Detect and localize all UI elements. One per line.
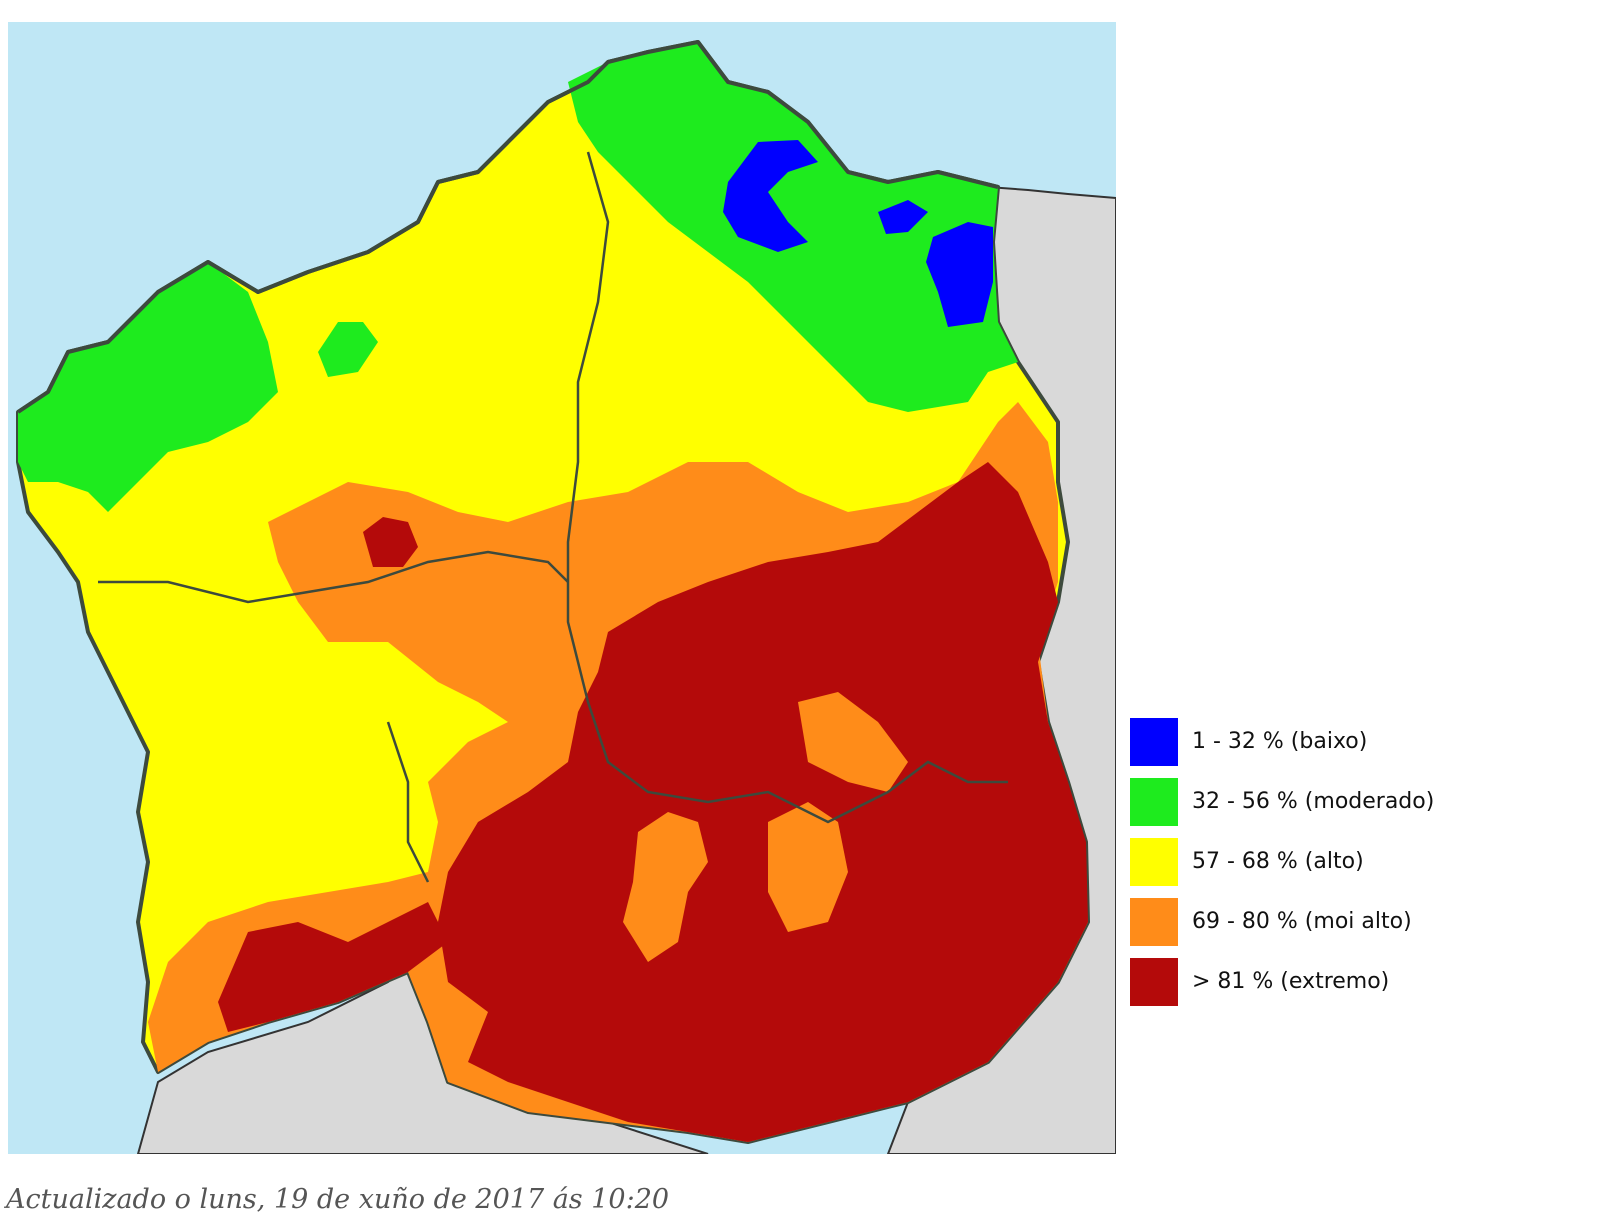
legend-label-extremo: > 81 % (extremo) (1192, 969, 1390, 994)
legend-label-baixo: 1 - 32 % (baixo) (1192, 729, 1368, 754)
region-extremo-coast (218, 902, 448, 1032)
province-border-2 (98, 550, 569, 604)
coastline (16, 40, 999, 414)
region-moderado-west (18, 262, 278, 512)
legend-label-alto: 57 - 68 % (alto) (1192, 849, 1364, 874)
region-moi-alto-pocket-3 (798, 692, 908, 792)
region-baixo-1 (723, 140, 818, 252)
region-baixo-3 (878, 200, 928, 234)
legend-item-extremo: > 81 % (extremo) (1130, 958, 1590, 1008)
legend-swatch-extremo (1130, 958, 1178, 1006)
legend-swatch-moderado (1130, 778, 1178, 826)
region-extremo (438, 462, 1088, 1142)
region-baixo-2 (926, 222, 993, 327)
legend-swatch-moi-alto (1130, 898, 1178, 946)
province-border (566, 151, 1008, 824)
region-moi-alto-pocket-1 (623, 812, 708, 962)
legend-item-baixo: 1 - 32 % (baixo) (1130, 718, 1590, 768)
legend-label-moderado: 32 - 56 % (moderado) (1192, 789, 1435, 814)
region-moi-alto-pocket-2 (768, 802, 848, 932)
galicia-map (16, 40, 1116, 1154)
legend-item-alto: 57 - 68 % (alto) (1130, 838, 1590, 888)
legend-item-moderado: 32 - 56 % (moderado) (1130, 778, 1590, 828)
province-border-3 (386, 721, 430, 883)
legend-label-moi-alto: 69 - 80 % (moi alto) (1192, 909, 1412, 934)
risk-map (8, 22, 1116, 1154)
legend-item-moi-alto: 69 - 80 % (moi alto) (1130, 898, 1590, 948)
region-extremo-patch (363, 517, 418, 567)
region-moderado-patch (318, 322, 378, 377)
legend-swatch-alto (1130, 838, 1178, 886)
update-timestamp: Actualizado o luns, 19 de xuño de 2017 á… (6, 1184, 670, 1215)
legend-swatch-baixo (1130, 718, 1178, 766)
